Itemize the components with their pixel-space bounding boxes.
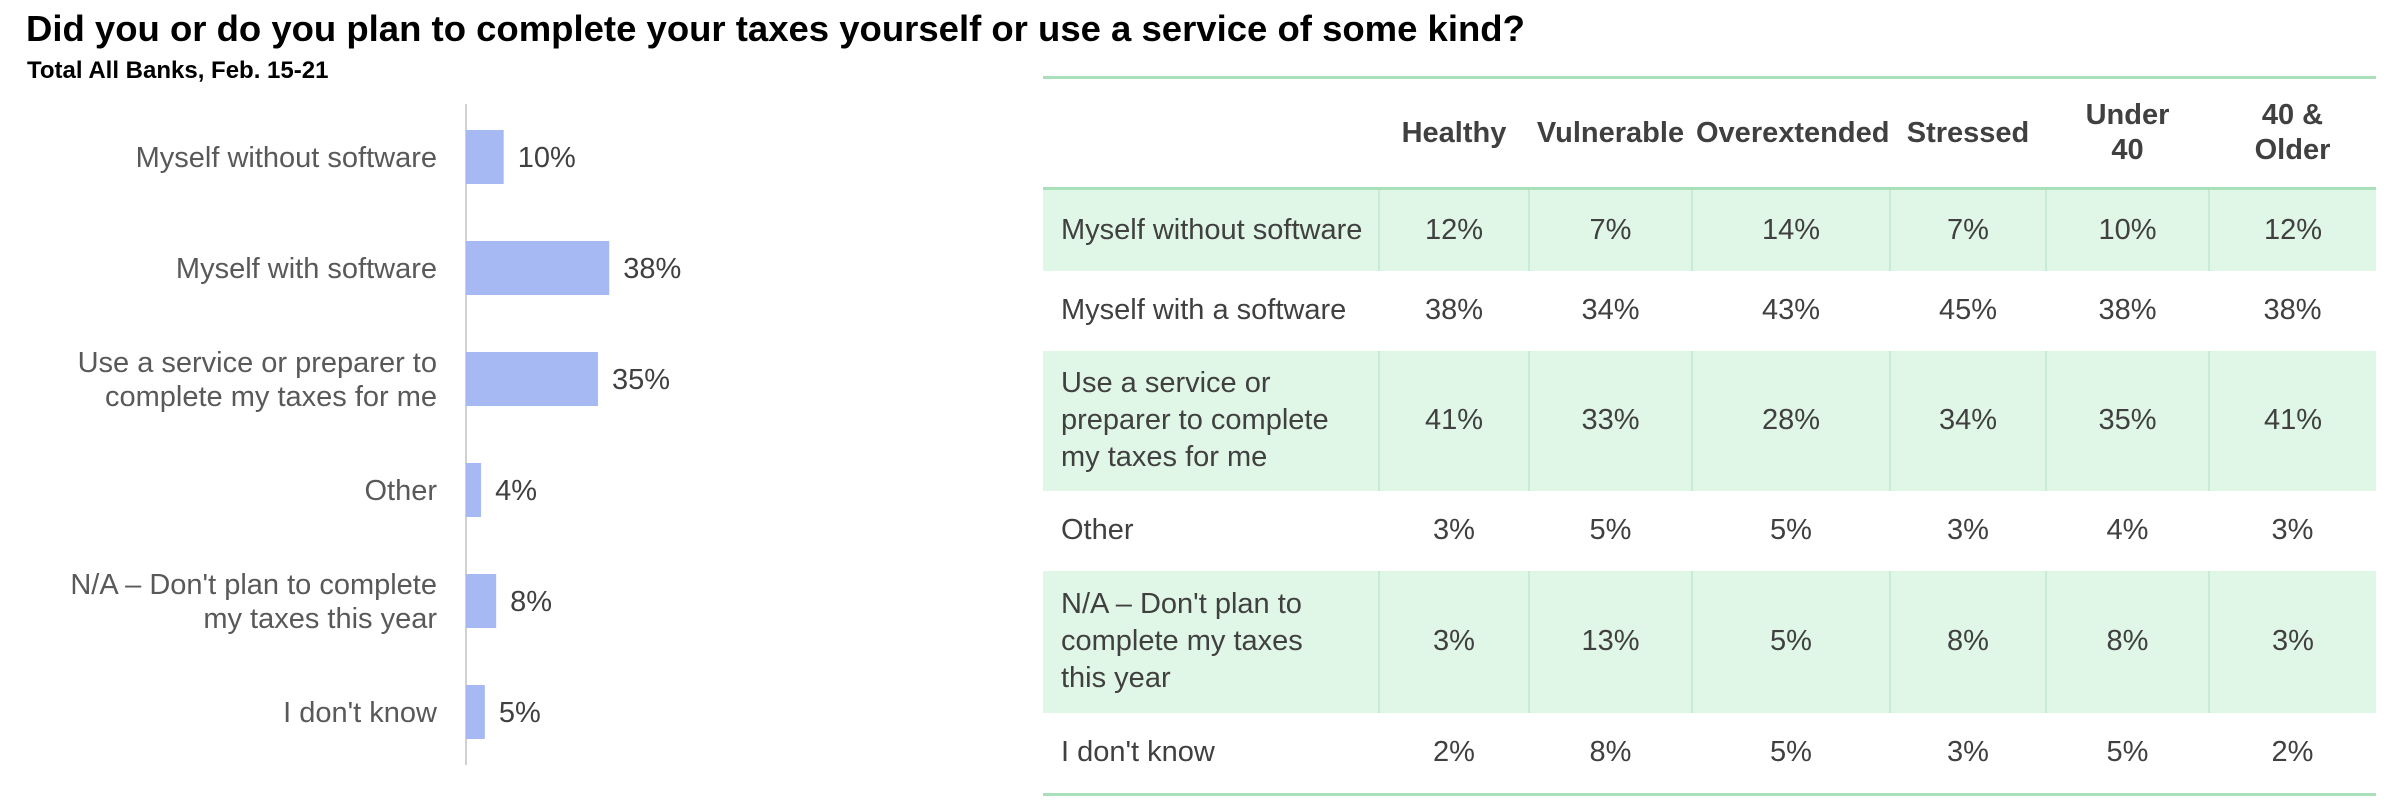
cell-3-4: 4% (2106, 514, 2149, 546)
cell-2-4: 35% (2045, 350, 2209, 491)
cell-2-1: 33% (1528, 350, 1692, 491)
cell-1-2: 43% (1761, 294, 1821, 326)
category-labels: Myself without software Myself with softw… (70, 142, 438, 729)
value-label-3: 4% (495, 475, 537, 507)
cell-1-0: 38% (1424, 294, 1484, 326)
cell-3-2: 5% (1770, 514, 1812, 546)
bar-4 (466, 574, 497, 628)
cell-0-4: 10% (2045, 188, 2209, 271)
column-header-2: Overextended (1692, 79, 1890, 190)
row-label-4: N/A – Don't plan to complete my taxes this… (1043, 570, 1379, 713)
cell-4-3: 8% (1889, 570, 2046, 713)
cell-0-1: 7% (1528, 188, 1692, 271)
bar-3 (466, 463, 482, 517)
crosstab-table: Healthy Vulnerable Overextended Stressed Und… (1043, 76, 2376, 796)
cell-5-1: 8% (1589, 736, 1632, 768)
category-label-1: Myself with software (176, 253, 437, 285)
cell-4-2: 5% (1691, 570, 1890, 713)
table-row: Other 3% 5% 5% 3% 4% 3% (1043, 491, 2376, 571)
value-label-0: 10% (518, 142, 576, 174)
table-row: Use a service or preparer to complete my t… (1043, 350, 2376, 491)
cell-0-2: 14% (1691, 188, 1890, 271)
category-label-4: N/A – Don't plan to complete my taxes thi… (70, 569, 437, 635)
row-label-2: Use a service or preparer to complete my t… (1043, 350, 1379, 491)
column-header-5: 40 & Older (2209, 79, 2376, 190)
cell-1-5: 38% (2263, 294, 2322, 326)
row-label-0: Myself without software (1043, 188, 1379, 271)
header-blank (1043, 79, 1379, 190)
category-label-2: Use a service or preparer to complete my … (78, 347, 437, 413)
category-label-3: Other (364, 475, 437, 507)
page-title: Did you or do you plan to complete your … (26, 8, 1525, 49)
cell-3-0: 3% (1433, 514, 1475, 546)
row-label-5: I don't know (1061, 736, 1215, 768)
cell-3-1: 5% (1589, 514, 1632, 546)
bar-0 (466, 130, 504, 184)
cell-0-5: 12% (2208, 188, 2376, 271)
cell-3-5: 3% (2271, 514, 2314, 546)
cell-4-0: 3% (1378, 570, 1529, 713)
value-labels: 10% 38% 35% 4% 8% 5% (495, 142, 681, 729)
bar-2 (466, 352, 598, 406)
cell-2-2: 28% (1691, 350, 1890, 491)
cell-5-4: 5% (2106, 736, 2149, 768)
cell-1-4: 38% (2098, 294, 2157, 326)
cell-0-0: 12% (1378, 188, 1529, 271)
cell-2-5: 41% (2208, 350, 2376, 491)
cell-0-3: 7% (1889, 188, 2046, 271)
cell-4-1: 13% (1528, 570, 1692, 713)
cell-5-3: 3% (1947, 736, 1989, 768)
table-row: N/A – Don't plan to complete my taxes this… (1043, 570, 2376, 713)
cell-1-1: 34% (1581, 294, 1640, 326)
bar-chart: Myself without software Myself with softw… (70, 104, 681, 765)
cell-1-3: 45% (1938, 294, 1998, 326)
value-label-5: 5% (499, 697, 541, 729)
category-label-5: I don't know (283, 697, 438, 729)
value-label-1: 38% (623, 253, 681, 285)
table-row: I don't know 2% 8% 5% 3% 5% 2% (1043, 713, 2376, 793)
table-row: Myself with a software 38% 34% 43% 45% 38% 38% (1043, 271, 2376, 351)
column-header-1: Vulnerable (1529, 79, 1692, 190)
bar-1 (466, 241, 610, 295)
bars (466, 130, 610, 739)
cell-3-3: 3% (1947, 514, 1989, 546)
row-label-1: Myself with a software (1061, 294, 1347, 326)
cell-5-2: 5% (1770, 736, 1812, 768)
cell-2-3: 34% (1889, 350, 2046, 491)
column-header-0: Healthy (1379, 79, 1529, 190)
table-row: Myself without software 12% 7% 14% 7% 10% 12% (1043, 188, 2376, 271)
cell-5-5: 2% (2271, 736, 2314, 768)
bar-5 (466, 685, 485, 739)
row-label-3: Other (1061, 514, 1134, 546)
category-label-0: Myself without software (136, 142, 437, 174)
cell-5-0: 2% (1433, 736, 1475, 768)
cell-4-4: 8% (2045, 570, 2209, 713)
cell-4-5: 3% (2208, 570, 2376, 713)
column-header-4: Under 40 (2046, 79, 2209, 190)
column-header-3: Stressed (1890, 79, 2046, 190)
table-header-row: Healthy Vulnerable Overextended Stressed Und… (1043, 79, 2376, 190)
value-label-2: 35% (612, 364, 670, 396)
cell-2-0: 41% (1378, 350, 1529, 491)
value-label-4: 8% (510, 586, 552, 618)
chart-subtitle: Total All Banks, Feb. 15-21 (27, 57, 329, 84)
